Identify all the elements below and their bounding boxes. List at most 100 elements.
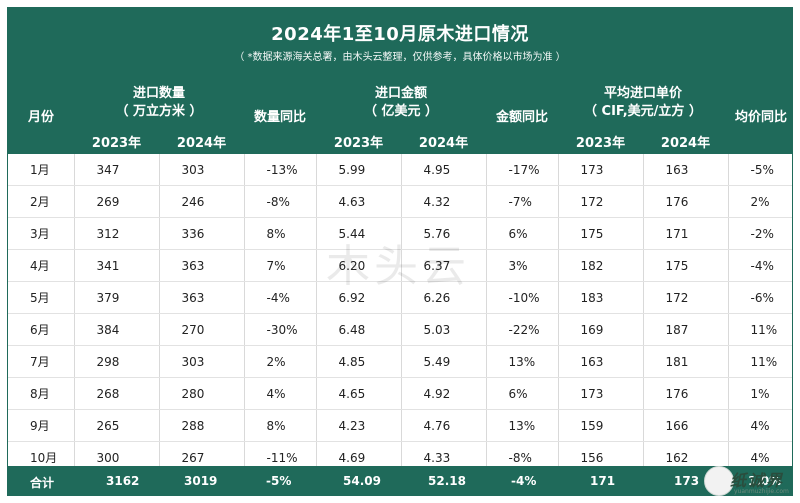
cell-price-2024: 175: [643, 249, 729, 282]
cell-amount-yoy: -10%: [486, 281, 559, 314]
cell-month: 8月: [8, 377, 75, 410]
cell-amount-2024: 4.76: [401, 409, 487, 442]
col-group-amount-title: 进口金额: [374, 86, 427, 101]
cell-month: 7月: [8, 345, 75, 378]
cell-price-yoy: 11%: [728, 313, 792, 346]
cell-amount-2024: 4.32: [401, 185, 487, 218]
col-group-volume-unit: （ 万立方米 ）: [115, 104, 203, 119]
cell-month: 1月: [8, 154, 75, 186]
total-price-2023: 171: [590, 474, 616, 488]
cell-volume-2023: 341: [74, 249, 160, 282]
page-title: 2024年1至10月原木进口情况: [271, 24, 529, 45]
data-source-note: （ *数据来源海关总署，由木头云整理，仅供参考，具体价格以市场为准 ）: [234, 52, 566, 63]
total-row: 合计 3162 3019 -5% 54.09 52.18 -4% 171 173…: [8, 466, 792, 495]
report-frame: 2024年1至10月原木进口情况 （ *数据来源海关总署，由木头云整理，仅供参考…: [7, 7, 793, 496]
cell-amount-yoy: -22%: [486, 313, 559, 346]
cell-amount-yoy: -17%: [486, 154, 559, 186]
cell-volume-2023: 379: [74, 281, 160, 314]
cell-price-yoy: 11%: [728, 345, 792, 378]
cell-amount-2024: 4.95: [401, 154, 487, 186]
cell-price-2023: 159: [558, 409, 644, 442]
logo-emblem-icon: [704, 466, 734, 496]
cell-amount-2023: 4.65: [316, 377, 402, 410]
cell-volume-2024: 280: [159, 377, 245, 410]
col-header-amount-2024: 2024年: [418, 136, 469, 151]
cell-volume-2024: 303: [159, 345, 245, 378]
col-group-price-unit: （ CIF,美元/立方 ）: [584, 104, 702, 119]
cell-price-2023: 163: [558, 345, 644, 378]
cell-price-2023: 173: [558, 377, 644, 410]
cell-month: 2月: [8, 185, 75, 218]
cell-amount-yoy: 3%: [486, 249, 559, 282]
col-header-amount-2023: 2023年: [333, 136, 384, 151]
table-row: 5月 379 363 -4% 6.92 6.26 -10% 183 172 -6%: [8, 281, 792, 314]
cell-amount-2023: 5.99: [316, 154, 402, 186]
cell-amount-yoy: -7%: [486, 185, 559, 218]
cell-volume-yoy: 8%: [244, 409, 317, 442]
cell-price-2024: 166: [643, 409, 729, 442]
cell-price-2024: 163: [643, 154, 729, 186]
cell-amount-2024: 5.76: [401, 217, 487, 250]
total-volume-2023: 3162: [106, 474, 140, 488]
cell-amount-2024: 5.03: [401, 313, 487, 346]
total-amount-2023: 54.09: [343, 474, 381, 488]
cell-volume-yoy: -13%: [244, 154, 317, 186]
cell-amount-yoy: 13%: [486, 409, 559, 442]
cell-price-yoy: 1%: [728, 377, 792, 410]
cell-volume-yoy: -30%: [244, 313, 317, 346]
col-header-month: 月份: [27, 110, 54, 125]
cell-amount-2023: 4.85: [316, 345, 402, 378]
cell-price-2024: 187: [643, 313, 729, 346]
col-group-amount-unit: （ 亿美元 ）: [363, 104, 439, 119]
col-header-volume-2024: 2024年: [176, 136, 227, 151]
cell-amount-2023: 6.20: [316, 249, 402, 282]
cell-price-yoy: -4%: [728, 249, 792, 282]
cell-volume-yoy: 7%: [244, 249, 317, 282]
col-group-price-title: 平均进口单价: [603, 86, 682, 101]
cell-volume-2024: 246: [159, 185, 245, 218]
cell-volume-2023: 298: [74, 345, 160, 378]
cell-volume-2023: 265: [74, 409, 160, 442]
cell-amount-yoy: 13%: [486, 345, 559, 378]
col-header-amount-yoy: 金额同比: [495, 110, 548, 125]
cell-price-yoy: -2%: [728, 217, 792, 250]
cell-amount-yoy: 6%: [486, 217, 559, 250]
cell-price-yoy: -6%: [728, 281, 792, 314]
cell-price-yoy: 2%: [728, 185, 792, 218]
cell-volume-2024: 363: [159, 281, 245, 314]
cell-amount-2023: 4.63: [316, 185, 402, 218]
table-row: 4月 341 363 7% 6.20 6.37 3% 182 175 -4%: [8, 249, 792, 282]
total-amount-2024: 52.18: [428, 474, 466, 488]
cell-amount-2024: 5.49: [401, 345, 487, 378]
table-row: 6月 384 270 -30% 6.48 5.03 -22% 169 187 11%: [8, 313, 792, 346]
cell-amount-2023: 4.23: [316, 409, 402, 442]
cell-month: 5月: [8, 281, 75, 314]
total-volume-2024: 3019: [184, 474, 218, 488]
total-volume-yoy: -5%: [266, 474, 292, 488]
cell-month: 3月: [8, 217, 75, 250]
cell-volume-yoy: 8%: [244, 217, 317, 250]
col-header-price-2023: 2023年: [575, 136, 626, 151]
cell-volume-yoy: -8%: [244, 185, 317, 218]
cell-volume-2023: 269: [74, 185, 160, 218]
cell-volume-yoy: -4%: [244, 281, 317, 314]
logo-text: 纸诚界: [730, 471, 785, 490]
cell-price-yoy: 4%: [728, 409, 792, 442]
cell-volume-2024: 363: [159, 249, 245, 282]
cell-amount-2024: 6.26: [401, 281, 487, 314]
col-header-price-yoy: 均价同比: [734, 110, 787, 125]
cell-volume-yoy: 2%: [244, 345, 317, 378]
cell-volume-2024: 336: [159, 217, 245, 250]
cell-price-2024: 172: [643, 281, 729, 314]
table-row: 8月 268 280 4% 4.65 4.92 6% 173 176 1%: [8, 377, 792, 410]
table-row: 2月 269 246 -8% 4.63 4.32 -7% 172 176 2%: [8, 185, 792, 218]
site-logo: 纸诚界 yuanmuzhijie.com: [700, 462, 792, 500]
cell-price-2023: 175: [558, 217, 644, 250]
logo-subtext: yuanmuzhijie.com: [734, 488, 789, 495]
cell-volume-2023: 268: [74, 377, 160, 410]
table-row: 9月 265 288 8% 4.23 4.76 13% 159 166 4%: [8, 409, 792, 442]
cell-amount-2024: 4.92: [401, 377, 487, 410]
cell-price-2024: 171: [643, 217, 729, 250]
cell-price-2023: 182: [558, 249, 644, 282]
cell-price-2023: 173: [558, 154, 644, 186]
